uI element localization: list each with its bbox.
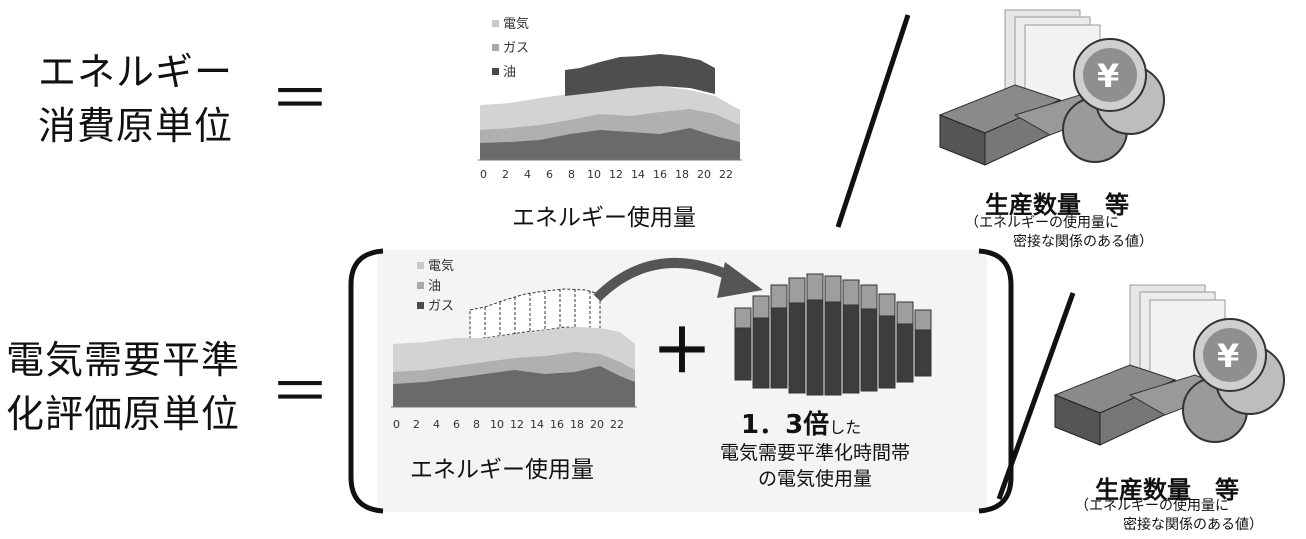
top-left-label: エネルギー 消費原単位 bbox=[38, 45, 233, 153]
bottom-divider-slash bbox=[996, 292, 1076, 500]
bar-col bbox=[788, 277, 806, 394]
top-product-note-line2: 密接な関係のある値） bbox=[1013, 234, 1153, 250]
legend-label-electric: 電気 bbox=[428, 258, 454, 274]
top-product-illustration: ¥ bbox=[938, 9, 1165, 166]
bottom-energy-chart: 電気 油 ガス 0 2 4 6 8 10 12 14 16 18 20 22 bbox=[391, 258, 637, 431]
svg-text:¥: ¥ bbox=[1097, 57, 1119, 95]
tick-0: 0 bbox=[393, 418, 400, 431]
tick-18: 18 bbox=[570, 418, 584, 431]
top-product-note: （エネルギーの使用量に 密接な関係のある値） bbox=[965, 214, 1153, 252]
bottom-dashed-peak bbox=[469, 288, 601, 340]
period-caption-line1: 電気需要平準化時間帯 bbox=[719, 442, 910, 464]
tick-10: 10 bbox=[587, 168, 601, 181]
tick-16: 16 bbox=[653, 168, 667, 181]
scaled-electricity-bars bbox=[734, 273, 932, 396]
legend-label-oil: 油 bbox=[428, 279, 441, 294]
bar-col bbox=[752, 295, 770, 389]
multiplier-label: 1．3倍した bbox=[741, 404, 861, 441]
bottom-product-note: （エネルギーの使用量に 密接な関係のある値） bbox=[1075, 497, 1263, 535]
legend-label-oil: 油 bbox=[503, 65, 516, 80]
period-caption-line2: の電気使用量 bbox=[757, 468, 872, 490]
period-caption: 電気需要平準化時間帯 の電気使用量 bbox=[680, 440, 950, 492]
tick-14: 14 bbox=[530, 418, 544, 431]
bar-col bbox=[878, 293, 896, 389]
tick-14: 14 bbox=[631, 168, 645, 181]
top-coin-yen-icon: ¥ bbox=[1062, 38, 1165, 163]
right-bracket bbox=[978, 248, 1014, 514]
top-equals-sign: ＝ bbox=[270, 65, 330, 135]
top-left-label-line2: 消費原単位 bbox=[38, 104, 234, 148]
tick-4: 4 bbox=[433, 418, 440, 431]
bottom-product-note-line1: （エネルギーの使用量に bbox=[1075, 498, 1229, 514]
legend-swatch-oil bbox=[492, 68, 499, 75]
legend-swatch-oil bbox=[417, 282, 424, 289]
top-divider-slash bbox=[835, 14, 911, 228]
legend-swatch-gas bbox=[492, 44, 499, 51]
legend-label-gas: ガス bbox=[503, 41, 529, 56]
bottom-left-label-line2: 化評価原単位 bbox=[6, 392, 241, 436]
top-product-note-line1: （エネルギーの使用量に bbox=[965, 215, 1119, 231]
bottom-product-note-line2: 密接な関係のある値） bbox=[1123, 517, 1263, 533]
tick-16: 16 bbox=[550, 418, 564, 431]
bottom-legend: 電気 油 ガス bbox=[417, 258, 454, 314]
tick-20: 20 bbox=[697, 168, 711, 181]
bottom-area-gas bbox=[393, 366, 635, 407]
bottom-equals-sign: ＝ bbox=[270, 358, 330, 428]
bar-col bbox=[770, 284, 788, 389]
curved-arrow-icon bbox=[593, 257, 763, 302]
bottom-x-ticks: 0 2 4 6 8 10 12 14 16 18 20 22 bbox=[393, 418, 624, 431]
legend-swatch-electric bbox=[417, 262, 424, 269]
svg-text:¥: ¥ bbox=[1217, 337, 1239, 375]
bar-col bbox=[734, 307, 752, 381]
tick-12: 12 bbox=[609, 168, 623, 181]
bar-col bbox=[842, 279, 860, 394]
legend-label-electric: 電気 bbox=[503, 16, 529, 32]
legend-swatch-gas bbox=[417, 302, 424, 309]
bottom-product-illustration: ¥ bbox=[1053, 284, 1285, 446]
tick-20: 20 bbox=[590, 418, 604, 431]
legend-swatch-electric bbox=[492, 20, 499, 27]
tick-18: 18 bbox=[675, 168, 689, 181]
tick-6: 6 bbox=[453, 418, 460, 431]
tick-4: 4 bbox=[524, 168, 531, 181]
bar-col bbox=[896, 301, 914, 383]
plus-sign: ＋ bbox=[652, 317, 712, 387]
tick-22: 22 bbox=[610, 418, 624, 431]
bottom-chart-caption: エネルギー使用量 bbox=[410, 457, 594, 483]
left-bracket bbox=[348, 248, 384, 514]
tick-2: 2 bbox=[413, 418, 420, 431]
bar-col bbox=[914, 309, 932, 377]
tick-8: 8 bbox=[568, 168, 575, 181]
top-chart-caption: エネルギー使用量 bbox=[512, 205, 696, 231]
bar-col bbox=[860, 284, 878, 392]
multiplier-big: 1．3倍 bbox=[741, 410, 830, 440]
tick-6: 6 bbox=[546, 168, 553, 181]
bottom-coin-yen-icon: ¥ bbox=[1182, 318, 1285, 443]
tick-2: 2 bbox=[502, 168, 509, 181]
top-legend: 電気 ガス 油 bbox=[492, 16, 529, 80]
bottom-dashed-columns bbox=[484, 289, 591, 338]
legend-label-gas: ガス bbox=[428, 299, 454, 314]
bar-col bbox=[806, 273, 824, 396]
tick-0: 0 bbox=[480, 168, 487, 181]
bottom-left-label-line1: 電気需要平準 bbox=[6, 338, 241, 382]
tick-8: 8 bbox=[473, 418, 480, 431]
tick-22: 22 bbox=[719, 168, 733, 181]
top-left-label-line1: エネルギー bbox=[38, 50, 234, 94]
top-energy-chart: 電気 ガス 油 0 2 4 6 8 10 12 14 16 18 20 22 bbox=[478, 16, 742, 181]
multiplier-small: した bbox=[829, 418, 862, 437]
bar-col bbox=[824, 275, 842, 396]
top-product-title: 生産数量 等 bbox=[985, 191, 1129, 219]
top-x-ticks: 0 2 4 6 8 10 12 14 16 18 20 22 bbox=[480, 168, 733, 181]
bottom-product-title: 生産数量 等 bbox=[1095, 476, 1239, 504]
bottom-left-label: 電気需要平準 化評価原単位 bbox=[6, 333, 240, 441]
tick-10: 10 bbox=[490, 418, 504, 431]
top-area-oil-peak bbox=[565, 54, 715, 96]
top-area-oil-base bbox=[480, 128, 740, 160]
tick-12: 12 bbox=[510, 418, 524, 431]
